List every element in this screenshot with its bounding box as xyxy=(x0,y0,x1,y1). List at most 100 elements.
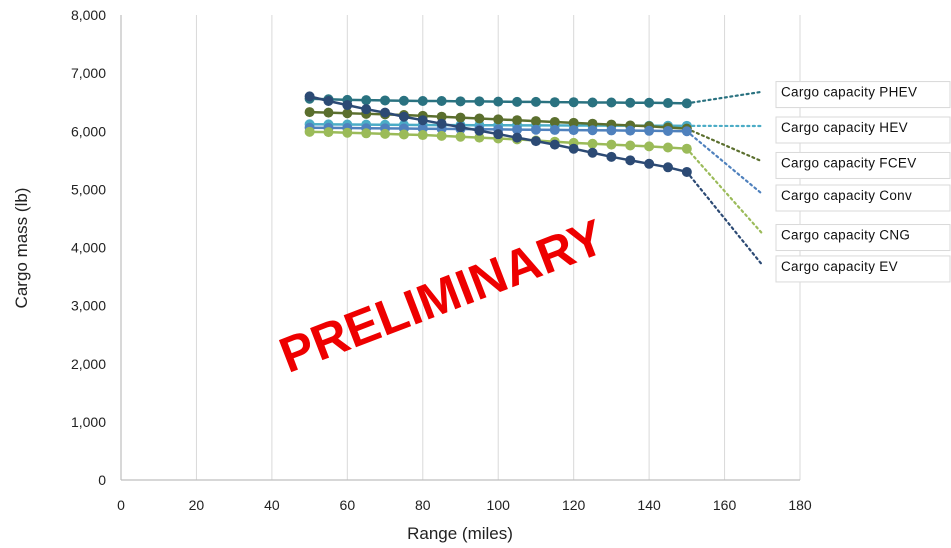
data-point xyxy=(493,96,504,107)
y-tick-labels: 0 1,000 2,000 3,000 4,000 5,000 6,000 7,000 8,00… xyxy=(71,7,106,488)
data-point xyxy=(436,130,447,141)
y-tick-label: 7,000 xyxy=(71,65,106,81)
data-point xyxy=(606,151,617,162)
data-point xyxy=(323,107,334,118)
legend-box xyxy=(775,224,951,252)
data-point xyxy=(455,131,466,142)
trend-line xyxy=(685,127,764,163)
data-point xyxy=(342,100,353,111)
axes xyxy=(120,15,800,481)
data-point xyxy=(662,125,673,136)
legend-label: Cargo capacity CNG xyxy=(781,228,910,243)
data-point xyxy=(512,124,523,135)
x-tick-label: 40 xyxy=(264,497,280,513)
data-point xyxy=(493,114,504,125)
data-point xyxy=(455,96,466,107)
data-point xyxy=(304,91,315,102)
x-tick-label: 60 xyxy=(340,497,356,513)
data-point xyxy=(398,111,409,122)
data-point xyxy=(625,140,636,151)
data-point xyxy=(644,141,655,152)
data-point xyxy=(625,155,636,166)
data-point xyxy=(568,117,579,128)
legend-label: Cargo capacity FCEV xyxy=(781,155,917,170)
data-point xyxy=(342,127,353,138)
data-point xyxy=(361,104,372,115)
data-point xyxy=(417,96,428,107)
trend-line xyxy=(685,170,764,267)
data-point xyxy=(417,130,428,141)
data-point xyxy=(606,97,617,108)
y-tick-label: 8,000 xyxy=(71,7,106,23)
data-series xyxy=(304,91,692,177)
data-point xyxy=(625,97,636,108)
data-point xyxy=(644,125,655,136)
data-point xyxy=(568,125,579,136)
data-point xyxy=(625,125,636,136)
data-point xyxy=(493,129,504,140)
data-point xyxy=(587,125,598,136)
legend-label: Cargo capacity PHEV xyxy=(781,85,917,100)
x-tick-label: 160 xyxy=(713,497,737,513)
data-point xyxy=(304,126,315,137)
data-point xyxy=(606,139,617,150)
data-point xyxy=(512,132,523,143)
data-point xyxy=(549,116,560,127)
data-point xyxy=(455,122,466,133)
data-point xyxy=(512,96,523,107)
trend-line xyxy=(685,147,764,235)
data-point xyxy=(644,158,655,169)
data-point xyxy=(361,95,372,106)
legend-item: Cargo capacity HEV xyxy=(775,116,951,144)
data-point xyxy=(436,96,447,107)
data-point xyxy=(681,143,692,154)
legend-item: Cargo capacity PHEV xyxy=(775,81,951,109)
legend-item: Cargo capacity EV xyxy=(775,255,951,283)
data-point xyxy=(530,96,541,107)
data-point xyxy=(398,95,409,106)
y-tick-label: 6,000 xyxy=(71,123,106,139)
data-point xyxy=(380,107,391,118)
data-point xyxy=(681,98,692,109)
y-tick-label: 2,000 xyxy=(71,356,106,372)
legend-label: Cargo capacity HEV xyxy=(781,120,908,135)
data-point xyxy=(474,96,485,107)
y-tick-label: 1,000 xyxy=(71,414,106,430)
data-point xyxy=(474,113,485,124)
legend-label: Cargo capacity EV xyxy=(781,259,898,274)
data-point xyxy=(361,128,372,139)
x-tick-label: 180 xyxy=(788,497,812,513)
data-point xyxy=(474,125,485,136)
data-point xyxy=(474,132,485,143)
data-point xyxy=(587,147,598,158)
data-point xyxy=(587,97,598,108)
data-point xyxy=(417,115,428,126)
data-point xyxy=(530,124,541,135)
legend-item: Cargo capacity Conv xyxy=(775,184,951,212)
data-point xyxy=(380,95,391,106)
data-point xyxy=(512,115,523,126)
x-tick-label: 20 xyxy=(189,497,205,513)
preliminary-watermark: PRELIMINARY xyxy=(272,209,612,384)
x-tick-label: 80 xyxy=(415,497,431,513)
data-point xyxy=(606,125,617,136)
data-point xyxy=(455,112,466,123)
legend-box xyxy=(775,81,951,109)
x-axis-title: Range (miles) xyxy=(407,524,513,543)
data-point xyxy=(530,116,541,127)
y-tick-label: 4,000 xyxy=(71,240,106,256)
data-point xyxy=(681,166,692,177)
data-point xyxy=(549,124,560,135)
x-tick-labels: 0 20 40 60 80 100 120 140 160 180 xyxy=(117,497,812,513)
data-point xyxy=(436,118,447,129)
data-point xyxy=(323,96,334,107)
legend-item: Cargo capacity CNG xyxy=(775,224,951,252)
data-point xyxy=(587,138,598,149)
data-point xyxy=(644,97,655,108)
data-point xyxy=(662,98,673,109)
data-point xyxy=(662,142,673,153)
trend-lines xyxy=(685,90,764,267)
data-point xyxy=(342,108,353,119)
data-point xyxy=(681,126,692,137)
